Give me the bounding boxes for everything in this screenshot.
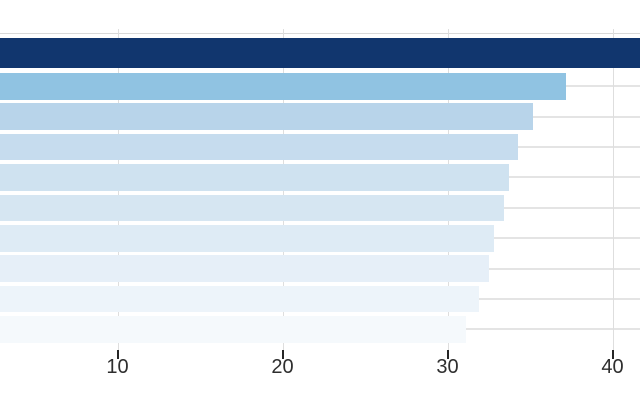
x-axis-tick-label: 30 xyxy=(436,356,459,378)
bar xyxy=(0,255,489,282)
x-axis-tick-label: 10 xyxy=(106,356,129,378)
x-axis-tick xyxy=(117,350,119,359)
bar xyxy=(0,103,534,130)
bar xyxy=(0,225,494,252)
x-axis-tick xyxy=(282,350,284,359)
bar xyxy=(0,194,504,222)
bar xyxy=(0,73,567,100)
x-axis-tick-label: 20 xyxy=(271,356,294,378)
bar xyxy=(0,164,509,191)
bar xyxy=(0,133,519,161)
plot-top-gridline xyxy=(0,33,640,34)
x-axis-tick-label: 40 xyxy=(601,356,624,378)
gridline-vertical xyxy=(612,29,614,350)
x-axis-tick xyxy=(612,350,614,359)
bar xyxy=(0,285,479,313)
bar xyxy=(0,38,640,68)
bar xyxy=(0,316,466,343)
x-axis-tick xyxy=(447,350,449,359)
